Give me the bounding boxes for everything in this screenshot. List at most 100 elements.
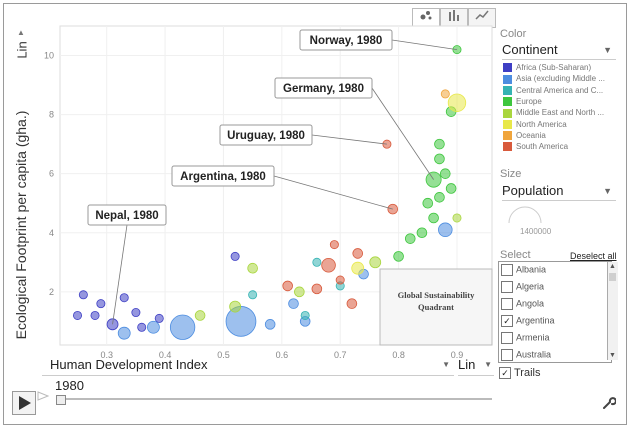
select-item-label: Albania <box>516 264 547 275</box>
select-list-scrollbar[interactable]: ▲ ▼ <box>607 262 618 360</box>
data-point <box>73 310 83 320</box>
data-point <box>247 262 258 274</box>
data-point <box>230 251 240 261</box>
legend-item[interactable]: Middle East and North ... <box>503 108 604 119</box>
data-point <box>311 283 323 295</box>
select-item-checkbox[interactable] <box>501 298 513 310</box>
callout-line <box>273 175 393 210</box>
year-slider-track[interactable] <box>60 398 492 400</box>
select-list-item[interactable]: Australia <box>501 349 552 362</box>
legend-item[interactable]: Europe <box>503 97 542 108</box>
chevron-down-icon: ▼ <box>484 360 492 369</box>
x-tick-label: 0.6 <box>276 350 289 360</box>
scroll-thumb[interactable] <box>609 273 616 281</box>
data-point <box>194 310 206 321</box>
legend-item[interactable]: North America <box>503 120 567 131</box>
x-tick-label: 0.4 <box>159 350 172 360</box>
data-point <box>225 306 257 337</box>
legend-item[interactable]: Oceania <box>503 131 546 142</box>
select-label: Select <box>500 249 531 261</box>
year-slider-thumb[interactable] <box>56 395 66 405</box>
data-point <box>137 322 147 332</box>
data-point <box>434 138 445 150</box>
data-point <box>393 251 404 262</box>
trails-checkbox[interactable]: ✓ Trails <box>499 367 540 380</box>
select-item-checkbox[interactable]: ✓ <box>501 315 513 327</box>
speed-icon[interactable] <box>36 390 50 402</box>
size-select[interactable]: Population ▼ <box>502 183 616 201</box>
legend-swatch <box>503 131 512 141</box>
data-point <box>131 308 141 318</box>
size-scale-arc-icon <box>508 206 542 224</box>
select-item-label: Armenia <box>516 332 550 343</box>
legend-label: Middle East and North ... <box>516 108 605 118</box>
x-scale-value: Lin <box>458 357 476 372</box>
data-point <box>434 192 445 203</box>
data-point <box>428 212 439 224</box>
data-point <box>169 314 196 340</box>
legend-item[interactable]: Asia (excluding Middle ... <box>503 74 605 85</box>
country-select-list[interactable]: Albania Algeria Angola ✓ Argentina Armenia Aus… <box>498 261 612 363</box>
y-scale-select[interactable]: Lin ▲ <box>12 28 32 70</box>
scroll-up-icon[interactable]: ▲ <box>609 263 616 270</box>
callout-line <box>311 134 387 145</box>
select-list-item[interactable]: Algeria <box>501 281 544 298</box>
select-list-item[interactable]: Albania <box>501 264 546 281</box>
x-axis-title: Human Development Index <box>50 357 208 372</box>
legend-swatch <box>503 63 512 73</box>
scroll-down-icon[interactable]: ▼ <box>609 352 616 359</box>
legend-swatch <box>503 119 512 129</box>
callout-line <box>391 39 458 51</box>
quadrant-label-line: Global Sustainability <box>398 290 476 300</box>
legend-label: Oceania <box>516 130 546 140</box>
select-list-item[interactable]: ✓ Argentina <box>501 315 555 332</box>
legend-swatch <box>503 108 512 118</box>
select-item-label: Algeria <box>516 281 545 292</box>
legend-label: Africa (Sub-Saharan) <box>516 63 592 72</box>
select-item-checkbox[interactable] <box>501 264 513 276</box>
deselect-all-link[interactable]: Deselect all <box>570 251 617 261</box>
select-list-item[interactable]: Angola <box>501 298 544 315</box>
data-point <box>90 310 100 320</box>
quadrant-label-line: Quadrant <box>418 302 454 312</box>
trails-checkbox-box[interactable]: ✓ <box>499 367 511 380</box>
legend-item[interactable]: South America <box>503 142 568 153</box>
data-point <box>445 183 457 194</box>
legend-item[interactable]: Africa (Sub-Saharan) <box>503 63 591 74</box>
callout-label: Germany, 1980 <box>283 83 364 95</box>
data-point <box>312 257 322 267</box>
data-point <box>294 286 305 298</box>
color-select-value: Continent <box>502 42 558 57</box>
data-point <box>447 93 467 112</box>
x-axis-select[interactable]: Human Development Index ▼ <box>42 355 454 376</box>
select-item-checkbox[interactable] <box>501 332 513 344</box>
select-list-item[interactable]: Armenia <box>501 332 550 349</box>
legend-label: Asia (excluding Middle ... <box>516 74 605 84</box>
data-point <box>416 227 428 239</box>
select-item-checkbox[interactable] <box>501 349 513 361</box>
size-scale-value: 1400000 <box>520 227 552 236</box>
data-point <box>387 203 399 215</box>
chevron-down-icon: ▼ <box>442 360 450 369</box>
y-tick-label: 4 <box>49 228 54 238</box>
color-select[interactable]: Continent ▼ <box>502 42 616 60</box>
data-point <box>335 275 345 285</box>
size-select-value: Population <box>502 183 564 198</box>
wrench-icon[interactable] <box>602 396 616 410</box>
bubble-chart-icon[interactable] <box>412 8 440 28</box>
play-button[interactable] <box>12 391 36 415</box>
select-item-label: Angola <box>516 298 545 309</box>
select-item-label: Australia <box>516 349 552 360</box>
callout-box <box>171 165 275 187</box>
chevron-down-icon: ▼ <box>603 45 612 55</box>
data-point <box>248 290 258 300</box>
callout-label: Norway, 1980 <box>310 35 383 47</box>
callout-label: Uruguay, 1980 <box>227 130 305 142</box>
legend-item[interactable]: Central America and C... <box>503 86 603 97</box>
year-label: 1980 <box>55 378 84 393</box>
data-point <box>154 313 164 323</box>
select-item-checkbox[interactable] <box>501 281 513 293</box>
x-scale-select[interactable]: Lin ▼ <box>458 355 494 376</box>
size-label: Size <box>500 168 522 180</box>
